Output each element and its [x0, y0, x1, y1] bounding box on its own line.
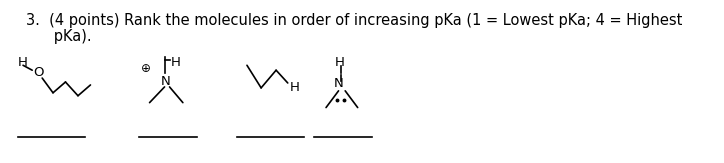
Text: H: H — [170, 56, 180, 69]
Text: H: H — [18, 56, 28, 69]
Text: N: N — [334, 77, 343, 90]
Text: ⊕: ⊕ — [141, 62, 151, 75]
Text: 3.  (4 points) Rank the molecules in order of increasing pKa (1 = Lowest pKa; 4 : 3. (4 points) Rank the molecules in orde… — [26, 13, 683, 28]
Text: O: O — [33, 66, 43, 79]
Text: H: H — [290, 81, 299, 94]
Text: H: H — [334, 56, 345, 69]
Text: pKa).: pKa). — [26, 29, 92, 44]
Text: N: N — [161, 74, 171, 88]
